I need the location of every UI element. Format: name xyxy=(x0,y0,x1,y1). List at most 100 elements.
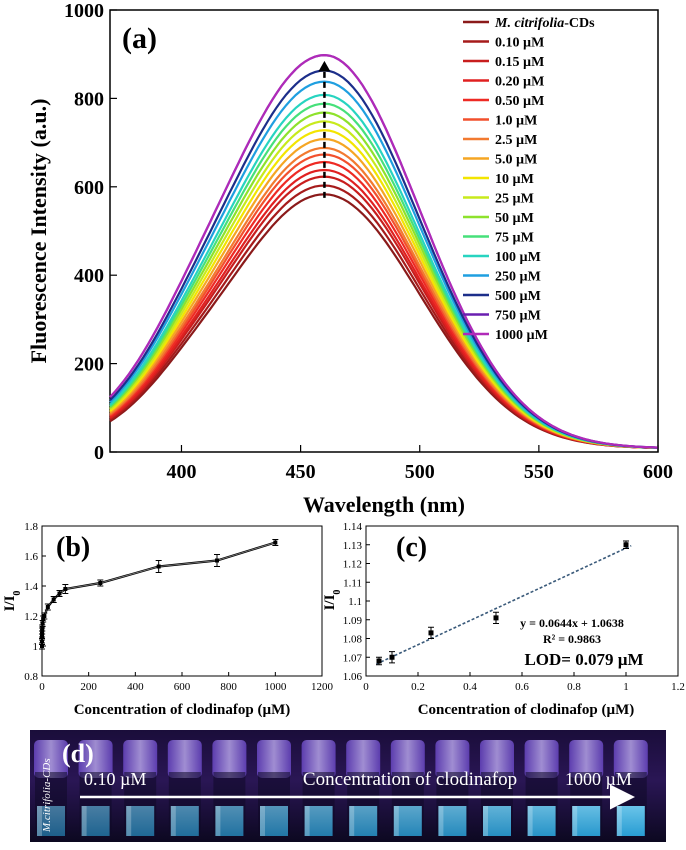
vial-glint xyxy=(304,806,310,836)
vial xyxy=(78,740,113,836)
ratio-y-tick-label: 1.6 xyxy=(24,551,38,563)
fit-y-tick-label: 1.08 xyxy=(343,634,363,646)
ratio-curve xyxy=(39,539,279,650)
spectra-y-tick-label: 0 xyxy=(94,442,104,464)
vial-liquid xyxy=(438,806,467,836)
spectra-x-tick-label: 500 xyxy=(405,461,435,483)
ratio-x-tick-label: 400 xyxy=(127,681,144,693)
legend-entry: 10 µM xyxy=(495,172,534,187)
fit-y-tick-label: 1.12 xyxy=(343,559,362,571)
ratio-x-tick-label: 200 xyxy=(80,681,97,693)
spectra-x-tick-label: 450 xyxy=(286,461,316,483)
vial xyxy=(34,740,68,836)
fit-equation: y = 0.0644x + 1.0638 xyxy=(520,616,624,630)
ratio-x-tick-label: 1200 xyxy=(311,681,334,693)
legend-entry: M. citrifolia-CDs xyxy=(494,16,595,31)
lod-label: LOD= 0.079 µM xyxy=(524,650,643,669)
spectra-panel: 400 450 500 550 600 0 200 400 600 800 1000 M. citr… xyxy=(26,0,673,517)
photo-end-label: 1000 µM xyxy=(565,769,632,789)
spectra-y-tick-label: 1000 xyxy=(64,0,104,22)
fit-y-tick-label: 1.14 xyxy=(343,521,363,533)
vial-glint xyxy=(260,806,265,836)
vial-glint xyxy=(81,806,87,836)
fit-point xyxy=(428,630,434,636)
legend-entry: 1000 µM xyxy=(495,328,548,343)
vial-liquid xyxy=(304,806,333,836)
vial-glint xyxy=(393,806,399,836)
fit-x-tick-label: 0.8 xyxy=(567,681,581,693)
ratio-x-tick-label: 0 xyxy=(39,681,45,693)
spectra-x-tick-label: 400 xyxy=(166,461,196,483)
legend-entry: 1.0 µM xyxy=(495,114,537,129)
ratio-panel: 0 200 400 600 800 1000 1200 0.8 1 1.2 1.4 1.6 1.8 (b… xyxy=(2,521,334,718)
ratio-point xyxy=(51,597,56,602)
fit-point xyxy=(493,615,499,621)
vial-cap xyxy=(390,740,425,778)
vial-photo: (d) M.citrifolia-CDs 0.10 µM Concentrati… xyxy=(30,730,666,842)
vial-cap xyxy=(569,740,604,778)
vial-glint xyxy=(483,806,488,836)
vial-liquid xyxy=(126,806,155,836)
spectra-x-tick-label: 600 xyxy=(643,461,673,483)
vial-cap xyxy=(435,740,470,778)
vial-glint xyxy=(349,806,355,836)
panel-b-label: (b) xyxy=(56,532,90,563)
legend-entry: 100 µM xyxy=(495,250,541,265)
vial-cap xyxy=(34,740,68,778)
photo-middle-label: Concentration of clodinafop xyxy=(303,769,517,790)
vial xyxy=(257,740,291,836)
linear-fit-panel: 0 0.2 0.4 0.6 0.8 1 1.2 1.06 1.07 1.08 1.09 1.1 1.11… xyxy=(322,521,685,718)
panel-d-label: (d) xyxy=(62,739,94,768)
ratio-y-tick-label: 0.8 xyxy=(24,671,38,683)
fit-point xyxy=(623,542,629,548)
ratio-axes: 0 200 400 600 800 1000 1200 0.8 1 1.2 1.4 1.6 1.8 xyxy=(24,521,333,693)
vial-cap xyxy=(257,740,291,778)
ratio-point xyxy=(156,564,161,569)
arrow-head xyxy=(318,60,331,72)
spectrum-line xyxy=(109,53,659,449)
vial-liquid xyxy=(81,806,110,836)
legend-entry: 0.20 µM xyxy=(495,75,544,90)
ratio-point xyxy=(45,605,50,609)
spectra-y-axis-label: Fluorescence Intensity (a.u.) xyxy=(26,99,51,364)
vial xyxy=(524,740,559,836)
linear-fit-axes: 0 0.2 0.4 0.6 0.8 1 1.2 1.06 1.07 1.08 1.09 1.1 1.11… xyxy=(343,521,685,693)
ratio-y-tick-label: 1 xyxy=(33,641,39,653)
vial xyxy=(167,740,202,836)
fit-point xyxy=(389,654,395,660)
vial xyxy=(480,740,514,836)
vial-glint xyxy=(170,806,176,836)
fit-y-tick-label: 1.11 xyxy=(343,577,362,589)
linear-fit-y-axis-label: I/I0 xyxy=(322,590,343,611)
fit-x-tick-label: 0 xyxy=(363,681,369,693)
vial-cap xyxy=(212,740,247,778)
vial-glint xyxy=(616,806,622,836)
spectra-legend: M. citrifolia-CDs 0.10 µM 0.15 µM 0.20 µM 0.… xyxy=(463,16,595,343)
legend-entry: 0.50 µM xyxy=(495,94,544,109)
legend-entry: 0.10 µM xyxy=(495,36,544,51)
ratio-point xyxy=(273,540,278,545)
fit-y-tick-label: 1.09 xyxy=(343,615,363,627)
ratio-x-tick-label: 800 xyxy=(220,681,237,693)
vial-cap xyxy=(123,740,158,778)
spectra-x-tick-label: 550 xyxy=(524,461,554,483)
ratio-point xyxy=(40,644,44,648)
legend-entry: 25 µM xyxy=(495,192,534,207)
fit-point xyxy=(376,658,382,664)
legend-entry: 75 µM xyxy=(495,231,534,246)
vial-cap xyxy=(480,740,514,778)
fit-x-tick-label: 0.4 xyxy=(463,681,477,693)
vial xyxy=(390,740,425,836)
linear-fit-x-axis-label: Concentration of clodinafop (µM) xyxy=(418,702,635,718)
ratio-x-axis-label: Concentration of clodinafop (µM) xyxy=(74,702,291,718)
vial xyxy=(569,740,604,836)
fit-x-tick-label: 1 xyxy=(623,681,629,693)
vial-row xyxy=(34,740,648,836)
vial-liquid xyxy=(215,806,244,836)
vial-glint xyxy=(438,806,444,836)
panel-c-label: (c) xyxy=(396,532,427,563)
legend-entry-italic: M. citrifolia xyxy=(494,16,564,31)
ratio-y-tick-label: 1.8 xyxy=(24,521,38,533)
vial-liquid xyxy=(616,806,645,836)
spectra-y-tick-label: 800 xyxy=(74,88,104,110)
